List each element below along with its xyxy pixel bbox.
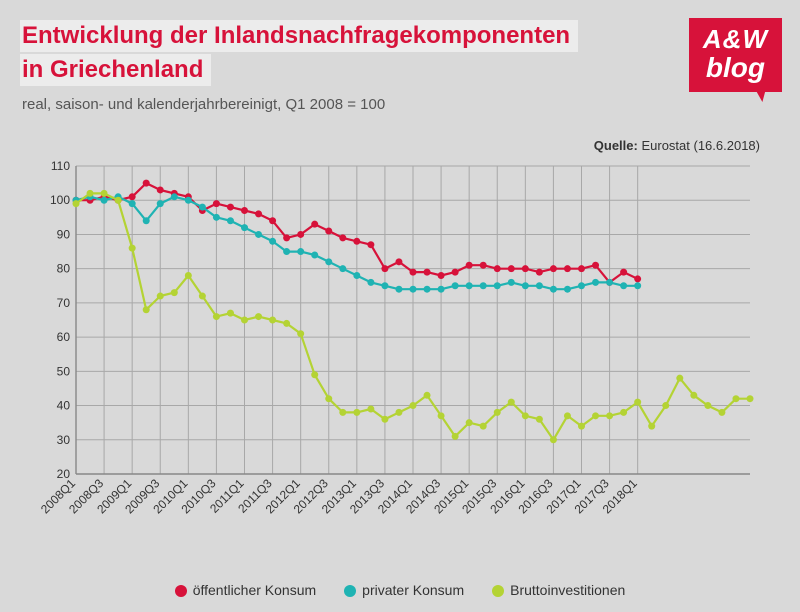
svg-text:60: 60 <box>57 330 71 344</box>
source-value: Eurostat (16.6.2018) <box>641 138 760 153</box>
legend-dot-icon <box>175 585 187 597</box>
title-line-1: Entwicklung der Inlandsnachfragekomponen… <box>20 20 578 52</box>
chart-subtitle: real, saison- und kalenderjahrbereinigt,… <box>20 96 578 113</box>
svg-text:100: 100 <box>50 193 70 207</box>
logo-line-2: blog <box>703 54 768 82</box>
legend-label: privater Konsum <box>362 582 464 598</box>
svg-text:80: 80 <box>57 262 71 276</box>
legend-item: öffentlicher Konsum <box>175 582 316 598</box>
svg-text:90: 90 <box>57 227 71 241</box>
legend-label: Bruttoinvestitionen <box>510 582 625 598</box>
svg-text:70: 70 <box>57 296 71 310</box>
title-line-2: in Griechenland <box>20 54 211 86</box>
line-chart: 20304050607080901001102008Q12008Q32009Q1… <box>40 158 760 538</box>
legend-item: privater Konsum <box>344 582 464 598</box>
logo-badge: A&W blog <box>689 18 782 92</box>
source-citation: Quelle: Eurostat (16.6.2018) <box>594 138 760 153</box>
logo-line-1: A&W <box>703 26 768 52</box>
legend-item: Bruttoinvestitionen <box>492 582 625 598</box>
svg-text:30: 30 <box>57 433 71 447</box>
legend-dot-icon <box>344 585 356 597</box>
source-label: Quelle: <box>594 138 638 153</box>
svg-text:110: 110 <box>51 159 70 173</box>
svg-text:50: 50 <box>57 364 71 378</box>
legend-label: öffentlicher Konsum <box>193 582 316 598</box>
svg-text:40: 40 <box>57 399 71 413</box>
legend-dot-icon <box>492 585 504 597</box>
chart-legend: öffentlicher Konsum privater Konsum Brutto… <box>0 581 800 598</box>
chart-svg: 20304050607080901001102008Q12008Q32009Q1… <box>40 158 760 538</box>
chart-title-block: Entwicklung der Inlandsnachfragekomponen… <box>20 20 578 113</box>
